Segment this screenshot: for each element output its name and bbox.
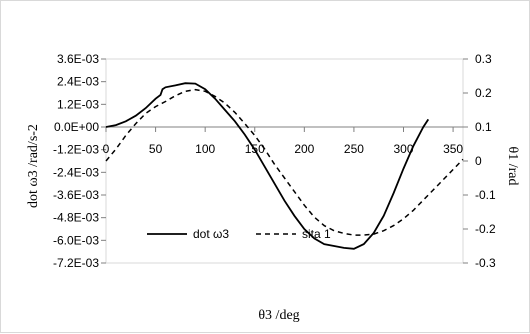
left-tick-label: 1.2E-03 xyxy=(57,97,99,111)
left-tick-label: -3.6E-03 xyxy=(53,188,99,202)
series-line-2 xyxy=(105,88,464,236)
left-tick-label: -6.0E-03 xyxy=(53,233,99,247)
x-tick-label: 300 xyxy=(393,142,413,156)
series-layer xyxy=(105,82,464,250)
x-tick-label: 0 xyxy=(103,142,110,156)
left-tick-label: 2.4E-03 xyxy=(57,75,99,89)
right-tick-label: 0 xyxy=(475,154,482,168)
left-tick-label: 0.0E+00 xyxy=(54,120,99,134)
right-tick-label: 0.3 xyxy=(475,52,492,66)
x-tick-label: 50 xyxy=(149,142,163,156)
series-line-1 xyxy=(105,82,430,250)
left-axis-ticks: 3.6E-03 2.4E-03 1.2E-03 0.0E+00 -1.2E-03 -2.4… xyxy=(53,52,106,270)
plot-border xyxy=(105,58,464,264)
right-tick-label: 0.2 xyxy=(475,86,492,100)
right-tick-label: -0.3 xyxy=(475,256,496,270)
right-tick-label: -0.2 xyxy=(475,222,496,236)
x-axis-ticks: 0 50 100 150 200 250 300 350 xyxy=(103,127,463,156)
y1-axis-label: dot ω3 /rad/s-2 xyxy=(26,124,41,208)
left-tick-label: 3.6E-03 xyxy=(57,52,99,66)
legend-label-series-2: sita 1 xyxy=(302,227,331,241)
y2-axis-label: θ1 /rad xyxy=(505,147,520,186)
left-tick-label: -2.4E-03 xyxy=(53,165,99,179)
right-tick-label: -0.1 xyxy=(475,188,496,202)
legend: dot ω3 sita 1 xyxy=(147,227,331,241)
left-tick-label: -4.8E-03 xyxy=(53,211,99,225)
right-tick-label: 0.1 xyxy=(475,120,492,134)
x-tick-label: 250 xyxy=(344,142,364,156)
x-tick-label: 350 xyxy=(443,142,463,156)
legend-label-series-1: dot ω3 xyxy=(193,227,229,241)
right-axis-ticks: 0.3 0.2 0.1 0 -0.1 -0.2 -0.3 xyxy=(463,52,496,270)
x-axis-label: θ3 /deg xyxy=(258,308,299,323)
x-tick-label: 200 xyxy=(294,142,314,156)
left-tick-label: -7.2E-03 xyxy=(53,256,99,270)
plot-area xyxy=(105,58,464,264)
left-tick-label: -1.2E-03 xyxy=(53,143,99,157)
x-tick-label: 100 xyxy=(195,142,215,156)
